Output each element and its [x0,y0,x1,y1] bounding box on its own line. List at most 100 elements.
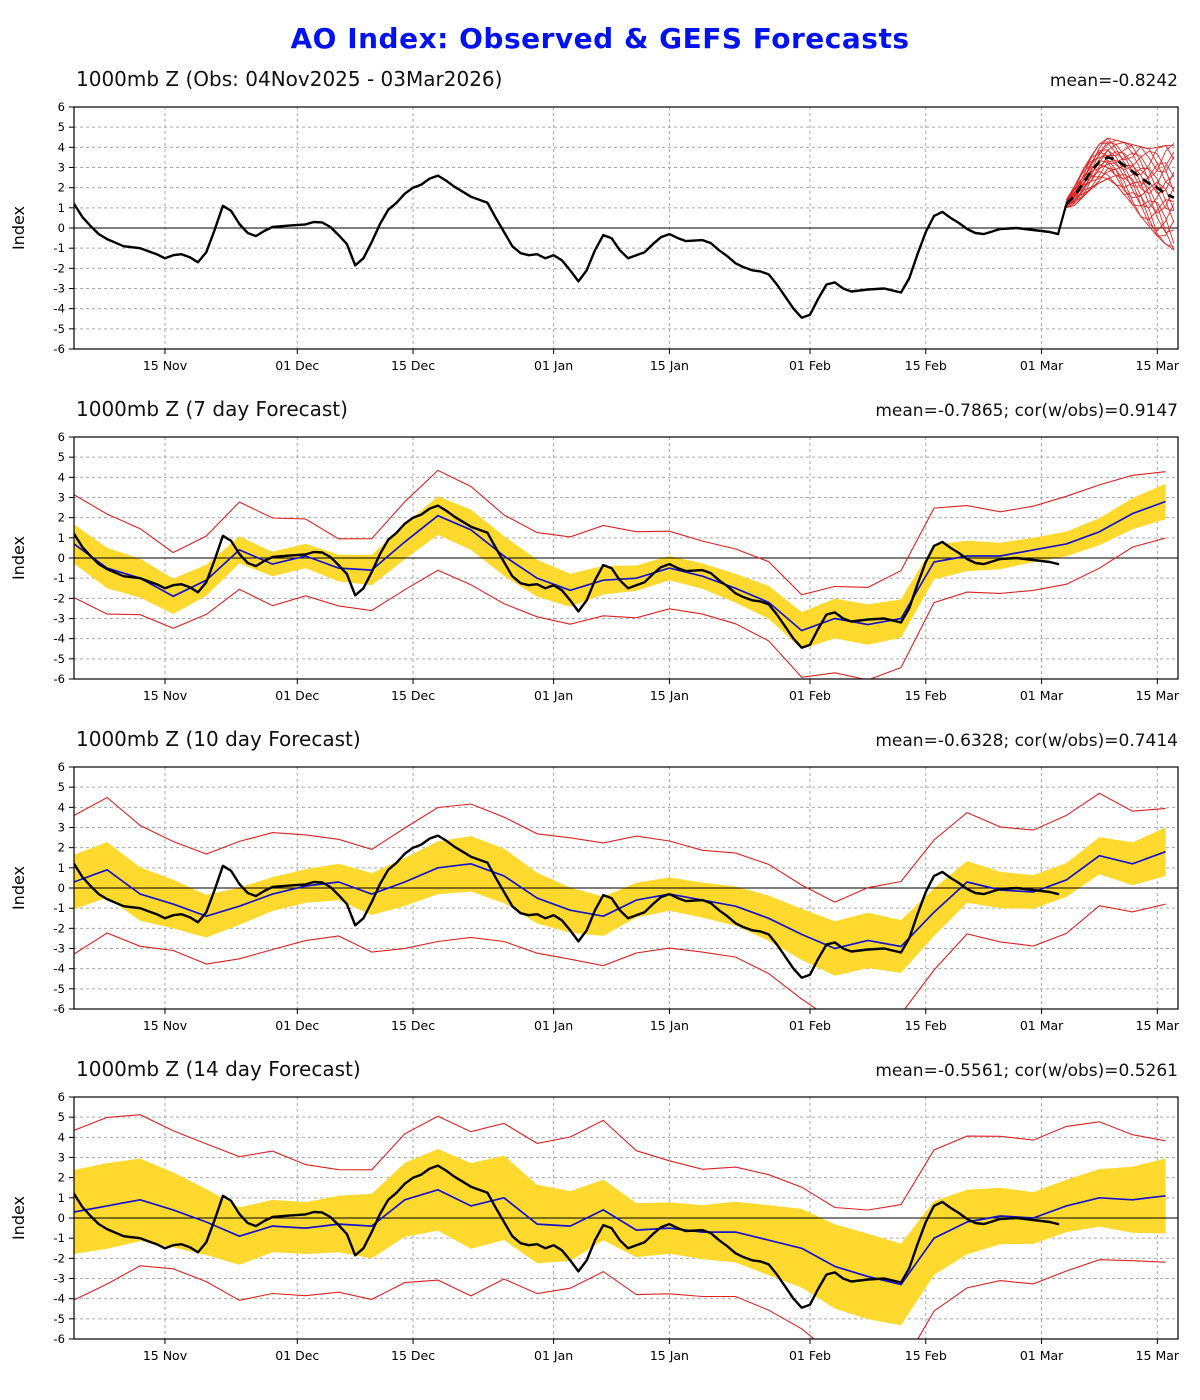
svg-text:01 Jan: 01 Jan [534,1348,573,1363]
svg-text:15 Mar: 15 Mar [1136,1018,1180,1033]
svg-text:5: 5 [58,450,65,464]
svg-text:01 Mar: 01 Mar [1020,688,1064,703]
y-axis-label: Index [9,206,28,250]
svg-text:-3: -3 [54,942,65,956]
svg-text:4: 4 [58,470,65,484]
panel-14day-forecast: 1000mb Z (14 day Forecast) mean=-0.5561;… [0,1057,1200,1375]
svg-text:3: 3 [58,1151,65,1165]
svg-text:6: 6 [58,430,65,444]
svg-text:4: 4 [58,140,65,154]
svg-text:1: 1 [58,531,65,545]
svg-text:15 Nov: 15 Nov [143,688,188,703]
svg-text:-1: -1 [54,241,65,255]
svg-text:-4: -4 [54,1292,65,1306]
svg-text:01 Dec: 01 Dec [275,358,319,373]
y-axis-label: Index [9,1196,28,1240]
ensemble-spread-band [74,483,1166,650]
ensemble-mean-dashed-line [1065,155,1175,205]
svg-text:6: 6 [58,1090,65,1104]
svg-text:15 Nov: 15 Nov [143,358,188,373]
svg-text:15 Feb: 15 Feb [905,358,947,373]
ensemble-member-line [1066,137,1174,204]
panel-10day-forecast: 1000mb Z (10 day Forecast) mean=-0.6328;… [0,727,1200,1045]
y-axis-label: Index [9,536,28,580]
svg-text:-2: -2 [54,591,65,605]
plot-area [74,469,1178,679]
envelope-min-line [74,1259,1166,1339]
envelope-min-line [74,537,1166,679]
svg-text:01 Dec: 01 Dec [275,1348,319,1363]
svg-text:01 Feb: 01 Feb [789,688,831,703]
svg-text:15 Dec: 15 Dec [391,358,435,373]
svg-text:15 Feb: 15 Feb [905,1348,947,1363]
svg-text:-1: -1 [54,901,65,915]
svg-text:6: 6 [58,100,65,114]
svg-text:15 Feb: 15 Feb [905,688,947,703]
svg-text:-2: -2 [54,261,65,275]
svg-text:-5: -5 [54,652,65,666]
envelope-min-line [74,903,1166,1009]
panel-stats: mean=-0.7865; cor(w/obs)=0.9147 [875,401,1178,421]
svg-text:-2: -2 [54,921,65,935]
svg-text:01 Jan: 01 Jan [534,688,573,703]
svg-text:0: 0 [58,551,65,565]
observed-line [74,174,1060,319]
forecast10-chart-canvas: -6 -5 -4 -3 -2 -1 0 1 2 3 4 5 6 15 Nov 01 Dec 15 Dec 01 … [9,760,1180,1033]
panel-14day-header: 1000mb Z (14 day Forecast) mean=-0.5561;… [0,1057,1200,1087]
svg-text:15 Mar: 15 Mar [1136,1348,1180,1363]
svg-text:01 Feb: 01 Feb [789,1018,831,1033]
svg-text:01 Jan: 01 Jan [534,1018,573,1033]
observed-line [74,1164,1060,1309]
svg-text:-1: -1 [54,571,65,585]
plot-area [74,137,1178,319]
svg-text:3: 3 [58,821,65,835]
ensemble-member-line [1066,160,1175,211]
svg-text:01 Dec: 01 Dec [275,688,319,703]
forecast14-chart-canvas: -6 -5 -4 -3 -2 -1 0 1 2 3 4 5 6 15 Nov 01 Dec 15 Dec 01 … [9,1090,1180,1363]
svg-text:2: 2 [58,511,65,525]
svg-text:15 Nov: 15 Nov [143,1348,188,1363]
svg-text:15 Feb: 15 Feb [905,1018,947,1033]
page-title: AO Index: Observed & GEFS Forecasts [290,22,910,55]
panel-observed-header: 1000mb Z (Obs: 04Nov2025 - 03Mar2026) me… [0,67,1200,97]
panel-title: 1000mb Z (Obs: 04Nov2025 - 03Mar2026) [76,67,503,91]
svg-text:-4: -4 [54,632,65,646]
svg-text:-6: -6 [54,342,65,356]
svg-text:4: 4 [58,800,65,814]
svg-text:-5: -5 [54,1312,65,1326]
forecast-mean-line [74,1188,1166,1286]
svg-text:15 Mar: 15 Mar [1136,358,1180,373]
envelope-max-line [74,469,1166,596]
svg-text:0: 0 [58,881,65,895]
envelope-max-line [74,1114,1166,1211]
svg-text:0: 0 [58,221,65,235]
svg-text:5: 5 [58,120,65,134]
svg-text:-4: -4 [54,962,65,976]
panel-stats: mean=-0.5561; cor(w/obs)=0.5261 [875,1061,1178,1081]
y-tick-labels: -6 -5 -4 -3 -2 -1 0 1 2 3 4 5 6 [54,100,74,356]
svg-text:2: 2 [58,841,65,855]
plot-area [74,1114,1178,1339]
gridlines [74,437,1178,679]
panel-title: 1000mb Z (14 day Forecast) [76,1057,361,1081]
svg-text:15 Mar: 15 Mar [1136,688,1180,703]
svg-text:-3: -3 [54,1272,65,1286]
svg-text:01 Mar: 01 Mar [1020,1018,1064,1033]
panel-title: 1000mb Z (10 day Forecast) [76,727,361,751]
panel-7day-header: 1000mb Z (7 day Forecast) mean=-0.7865; … [0,397,1200,427]
svg-text:-6: -6 [54,1002,65,1016]
panel-stats: mean=-0.8242 [1049,71,1178,91]
observed-line [74,834,1060,979]
svg-text:01 Feb: 01 Feb [789,358,831,373]
ensemble-member-line [1066,149,1175,209]
observed-line [74,504,1060,649]
y-tick-labels: -6 -5 -4 -3 -2 -1 0 1 2 3 4 5 6 [54,430,74,686]
plot-area [74,792,1178,1009]
svg-text:2: 2 [58,181,65,195]
x-tick-labels: 15 Nov 01 Dec 15 Dec 01 Jan 15 Jan 01 Feb 15 F… [143,349,1180,373]
svg-text:15 Dec: 15 Dec [391,1348,435,1363]
ensemble-spread-band [74,827,1166,976]
svg-text:1: 1 [58,1191,65,1205]
svg-text:5: 5 [58,1110,65,1124]
svg-text:1: 1 [58,861,65,875]
